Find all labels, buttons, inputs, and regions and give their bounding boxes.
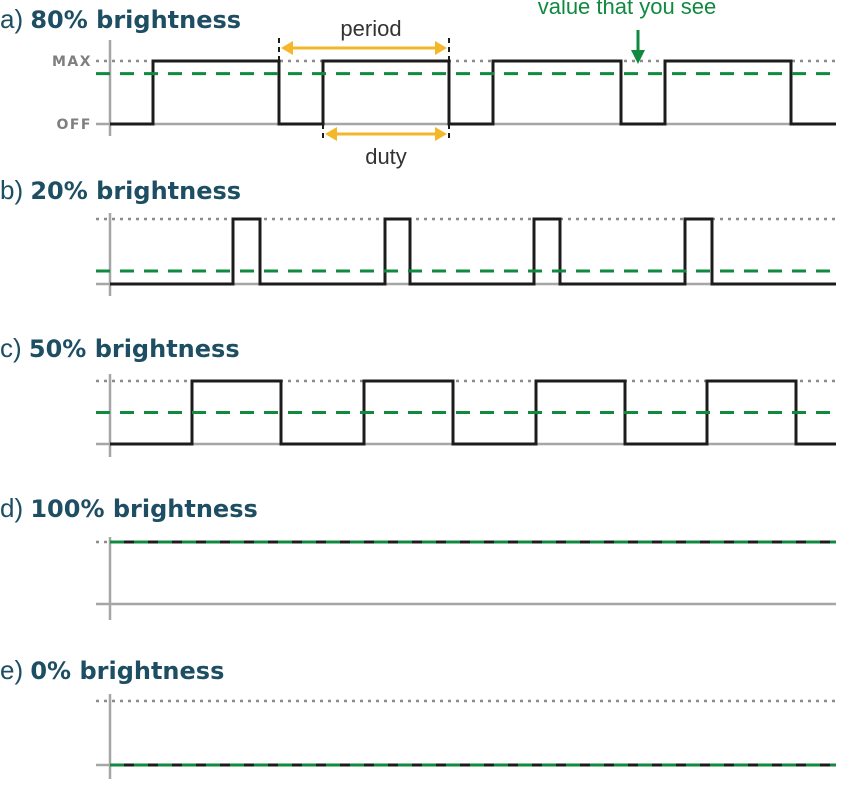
panel-prefix: a) <box>0 4 30 34</box>
panel-c: c) 50% brightness <box>0 333 836 457</box>
panel-prefix: e) <box>0 655 30 685</box>
panel-d: d) 100% brightness <box>0 493 836 620</box>
panel-prefix: c) <box>0 333 29 363</box>
panel-title: a) 80% brightness <box>0 4 241 34</box>
period-arrow <box>281 41 447 55</box>
pwm-signal <box>110 59 836 126</box>
off-label: OFF <box>56 117 92 133</box>
panel-a: a) 80% brightness <box>0 4 836 136</box>
panel-title: b) 20% brightness <box>0 175 241 205</box>
period-label: period <box>340 16 401 41</box>
panel-prefix: d) <box>0 493 30 523</box>
panel-title-text: 50% brightness <box>29 335 240 363</box>
panel-title-text: 80% brightness <box>30 6 241 34</box>
panel-title: e) 0% brightness <box>0 655 224 685</box>
pwm-signal <box>110 217 836 286</box>
duty-arrow-head-right <box>435 127 447 141</box>
panel-title-text: 0% brightness <box>30 657 224 685</box>
value-seen-arrow-head <box>631 50 645 64</box>
max-label: MAX <box>52 54 92 70</box>
duty-arrow-head-left <box>325 127 337 141</box>
panel-prefix: b) <box>0 175 30 205</box>
panel-e: e) 0% brightness <box>0 655 836 779</box>
period-arrow-head-left <box>281 41 293 55</box>
value-seen-label: value that you see <box>538 0 717 19</box>
panel-title-text: 100% brightness <box>30 495 257 523</box>
panel-title-text: 20% brightness <box>30 177 241 205</box>
panel-b: b) 20% brightness <box>0 175 836 296</box>
pwm-signal <box>110 379 836 446</box>
duty-label: duty <box>365 144 407 169</box>
panel-title: c) 50% brightness <box>0 333 240 363</box>
duty-arrow <box>325 127 447 141</box>
period-arrow-head-right <box>435 41 447 55</box>
panel-title: d) 100% brightness <box>0 493 258 523</box>
